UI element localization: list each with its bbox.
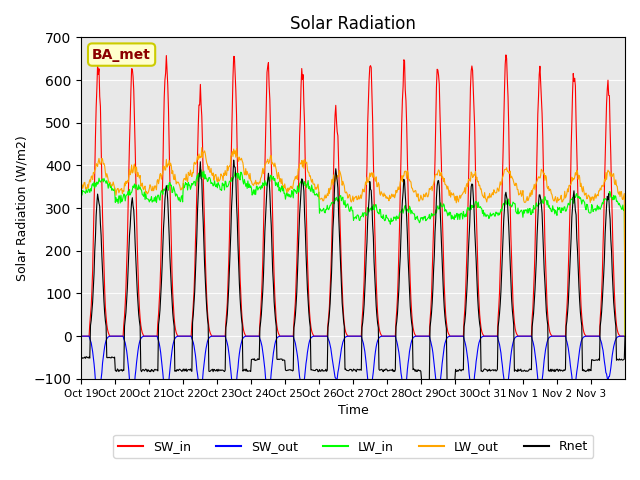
- Rnet: [621, 333, 629, 339]
- Rnet: [77, 355, 85, 361]
- Rnet: [289, 368, 297, 373]
- LW_in: [242, 183, 250, 189]
- Line: LW_in: LW_in: [81, 170, 625, 336]
- SW_in: [621, 333, 629, 339]
- Legend: SW_in, SW_out, LW_in, LW_out, Rnet: SW_in, SW_out, LW_in, LW_out, Rnet: [113, 435, 593, 458]
- SW_in: [77, 333, 85, 339]
- Text: BA_met: BA_met: [92, 48, 151, 61]
- LW_in: [410, 211, 417, 217]
- LW_out: [410, 189, 417, 195]
- SW_out: [289, 333, 297, 339]
- LW_out: [141, 183, 149, 189]
- Rnet: [242, 368, 250, 374]
- LW_in: [621, 333, 629, 339]
- Rnet: [269, 268, 276, 274]
- LW_out: [269, 160, 276, 166]
- SW_out: [269, 357, 276, 362]
- LW_out: [621, 333, 629, 339]
- LW_in: [141, 197, 149, 203]
- Y-axis label: Solar Radiation (W/m2): Solar Radiation (W/m2): [15, 135, 28, 281]
- LW_in: [197, 167, 205, 173]
- SW_in: [141, 333, 149, 339]
- LW_out: [289, 181, 297, 187]
- SW_in: [440, 257, 447, 263]
- LW_out: [242, 166, 250, 171]
- Line: LW_out: LW_out: [81, 148, 625, 336]
- Line: SW_in: SW_in: [81, 55, 625, 336]
- X-axis label: Time: Time: [338, 404, 369, 417]
- SW_out: [77, 333, 85, 339]
- SW_out: [621, 333, 629, 339]
- Line: Rnet: Rnet: [81, 160, 625, 383]
- LW_out: [198, 145, 205, 151]
- LW_out: [77, 183, 85, 189]
- Rnet: [422, 380, 430, 385]
- Title: Solar Radiation: Solar Radiation: [290, 15, 416, 33]
- SW_in: [289, 333, 296, 339]
- SW_out: [242, 333, 250, 339]
- SW_out: [440, 344, 448, 350]
- SW_out: [410, 334, 417, 340]
- LW_in: [289, 195, 297, 201]
- LW_in: [77, 189, 85, 194]
- Rnet: [441, 314, 449, 320]
- SW_out: [163, 397, 170, 403]
- SW_out: [141, 333, 149, 339]
- Rnet: [410, 366, 417, 372]
- SW_in: [241, 332, 249, 337]
- Rnet: [230, 157, 237, 163]
- SW_in: [502, 52, 509, 58]
- Rnet: [141, 367, 149, 373]
- SW_in: [409, 324, 417, 330]
- LW_in: [440, 203, 448, 208]
- LW_in: [269, 176, 276, 181]
- Line: SW_out: SW_out: [81, 336, 625, 400]
- LW_out: [440, 176, 448, 181]
- SW_in: [268, 183, 276, 189]
